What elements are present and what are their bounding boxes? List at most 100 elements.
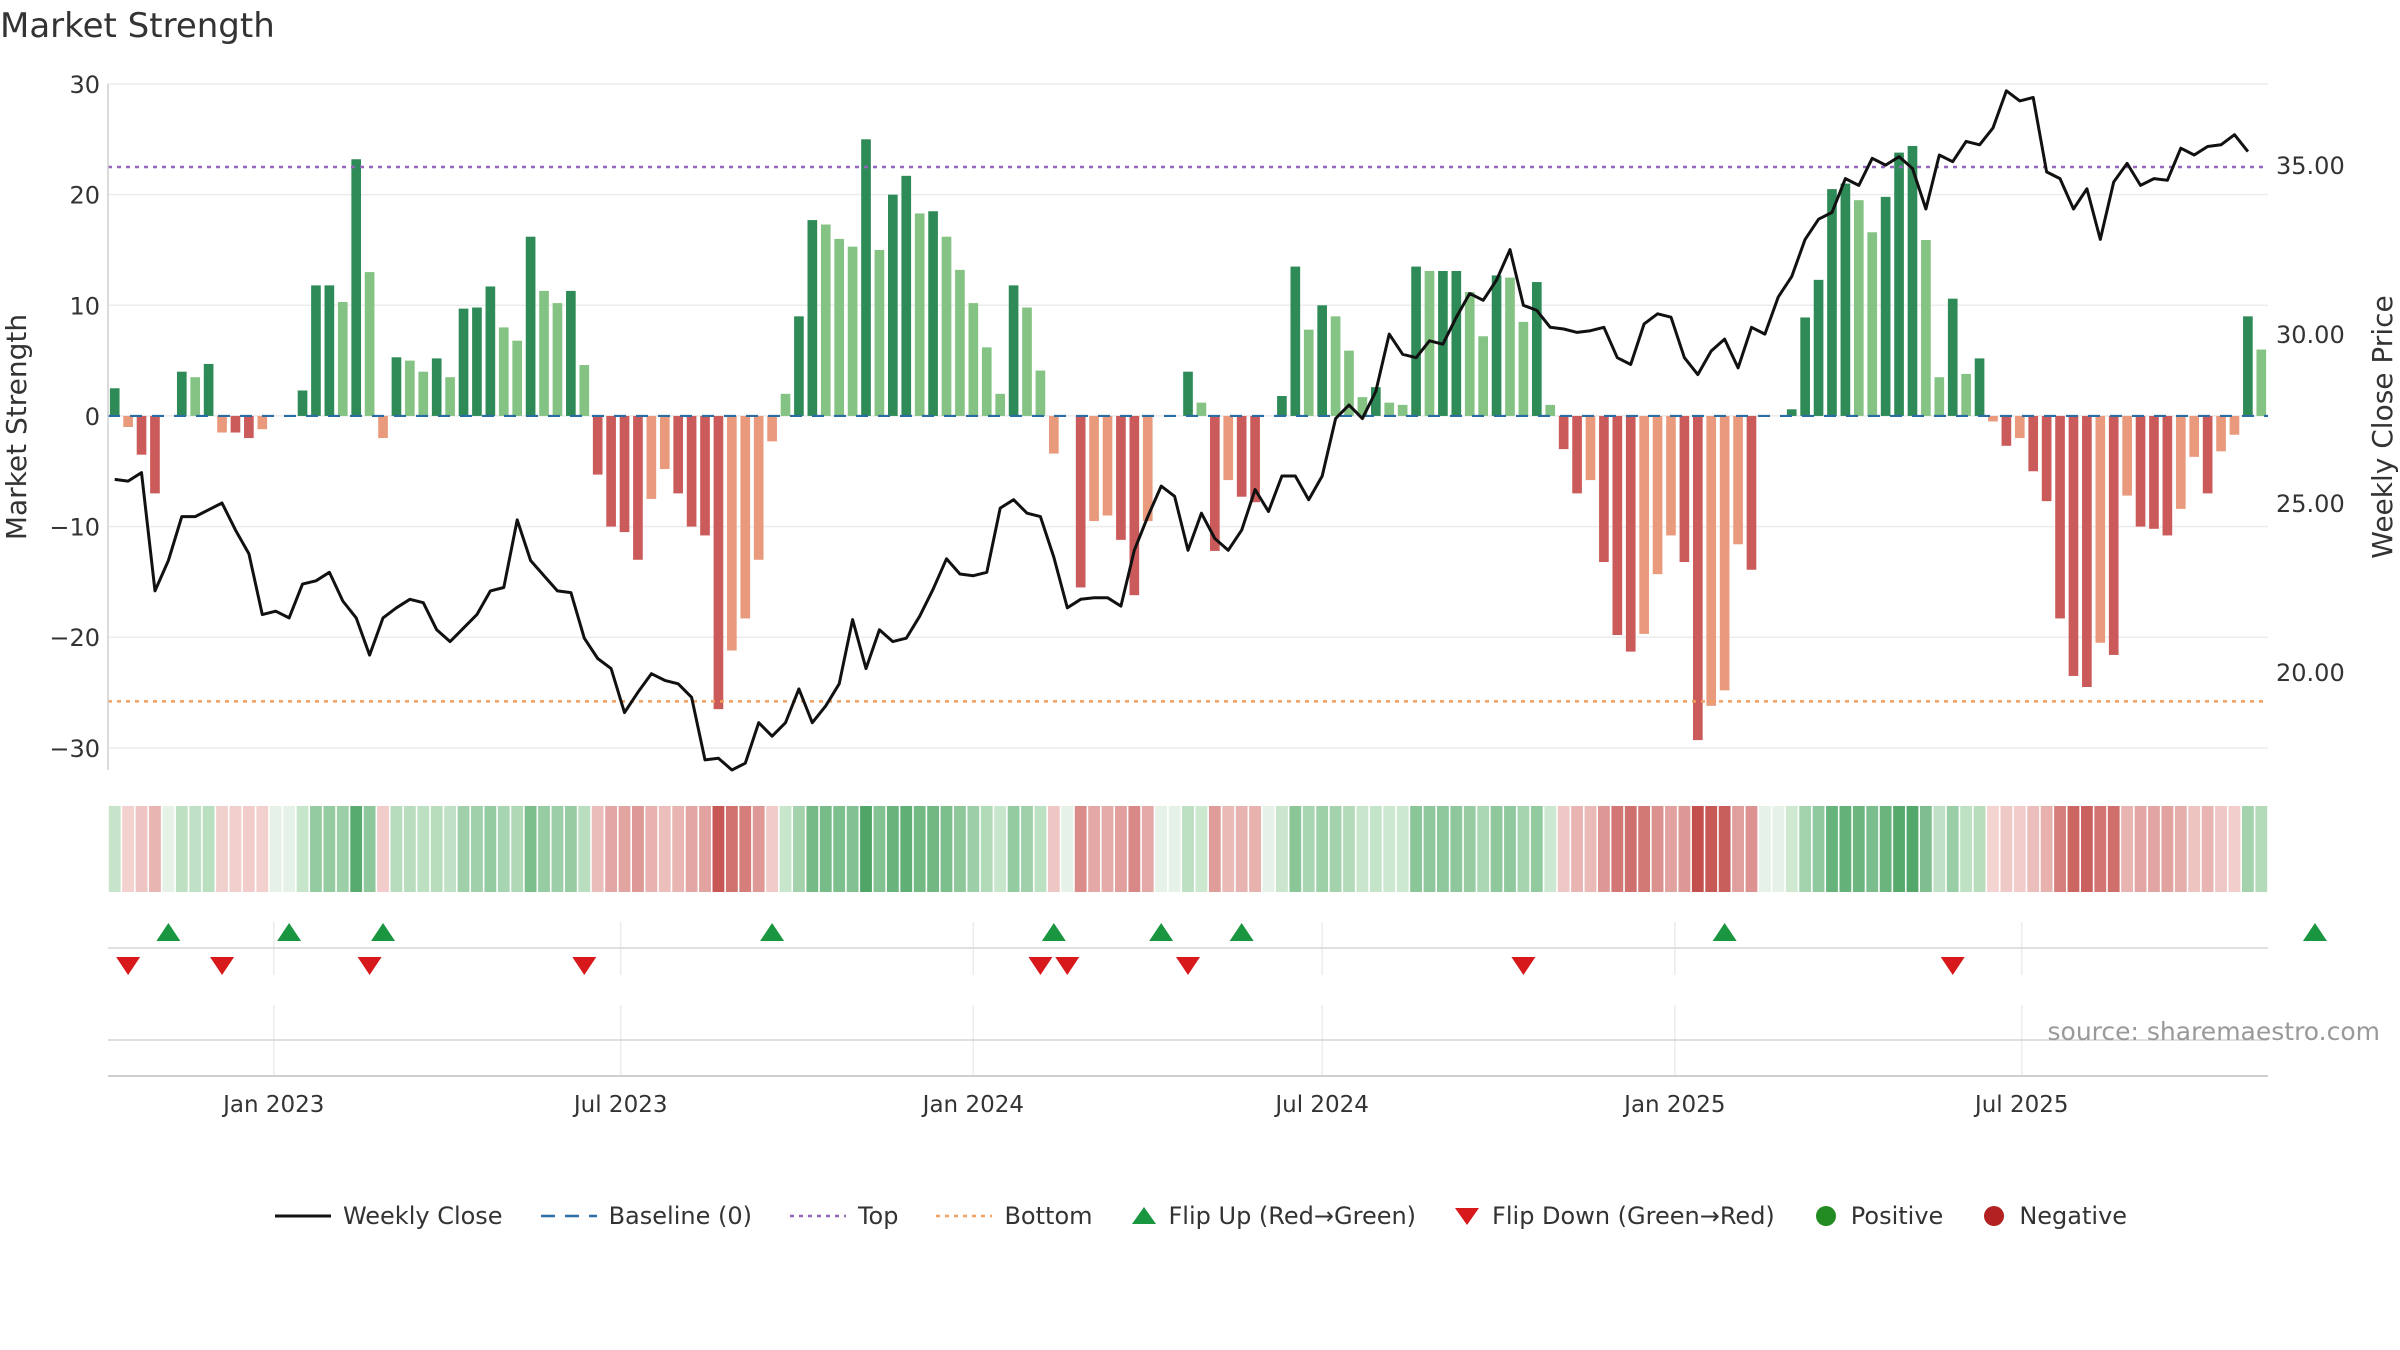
positive-strength-bar xyxy=(981,347,992,416)
negative-strength-bar xyxy=(1572,415,1582,494)
positive-strength-bar xyxy=(847,246,858,416)
strength-heat-cell xyxy=(1302,806,1315,892)
strength-heat-cell xyxy=(1718,806,1731,892)
strength-heat-cell xyxy=(269,806,282,892)
strength-heat-cell xyxy=(2094,806,2107,892)
positive-strength-bar xyxy=(1531,282,1542,416)
positive-strength-bar xyxy=(914,213,925,416)
flip-up-marker xyxy=(2302,923,2327,941)
y-tick-label: −20 xyxy=(49,624,100,652)
strength-heat-cell xyxy=(1155,806,1168,892)
negative-strength-bar xyxy=(1236,415,1247,497)
y-tick-label: −30 xyxy=(49,735,100,763)
strength-heat-cell xyxy=(940,806,953,892)
positive-strength-bar xyxy=(418,371,429,416)
strength-heat-cell xyxy=(1946,806,1959,892)
negative-strength-bar xyxy=(1075,415,1086,588)
negative-strength-bar xyxy=(2162,415,2173,536)
flip-up-marker xyxy=(760,923,785,941)
positive-strength-bar xyxy=(1800,317,1810,416)
positive-strength-bar xyxy=(1853,200,1864,416)
strength-heat-cell xyxy=(2013,806,2026,892)
legend-item: Baseline (0) xyxy=(539,1202,752,1230)
strength-heat-cell xyxy=(471,806,483,892)
strength-heat-cell xyxy=(1141,806,1154,892)
x-tick-label: Jul 2024 xyxy=(1273,1092,1369,1118)
strength-heat-cell xyxy=(1584,806,1597,892)
strength-heat-cell xyxy=(1088,806,1100,892)
strength-heat-cell xyxy=(2148,806,2160,892)
legend-symbol-dot-purple-icon xyxy=(789,1214,846,1218)
strength-heat-cell xyxy=(1866,806,1879,892)
x-tick-label: Jan 2025 xyxy=(1622,1092,1725,1118)
strength-heat-cell xyxy=(1530,806,1543,892)
strength-heat-cell xyxy=(1490,806,1503,892)
legend-item: Positive xyxy=(1811,1202,1943,1230)
weekly-close-line xyxy=(114,89,2250,772)
strength-heat-cell xyxy=(1638,806,1651,892)
positive-strength-bar xyxy=(888,194,898,416)
positive-strength-bar xyxy=(941,236,952,416)
strength-heat-cell xyxy=(444,806,457,892)
positive-strength-bar xyxy=(472,307,482,416)
positive-strength-bar xyxy=(1008,285,1019,416)
negative-strength-bar xyxy=(150,415,160,494)
strength-heat-cell xyxy=(1812,806,1825,892)
negative-strength-bar xyxy=(2028,415,2039,472)
negative-strength-bar xyxy=(2175,415,2186,509)
strength-heat-cell xyxy=(1839,806,1852,892)
negative-strength-bar xyxy=(1679,415,1690,562)
positive-strength-bar xyxy=(190,377,201,416)
legend-label: Negative xyxy=(2019,1202,2128,1230)
strength-heat-cell xyxy=(1034,806,1047,892)
positive-strength-bar xyxy=(861,139,871,416)
strength-heat-cell xyxy=(954,806,966,892)
negative-strength-bar xyxy=(1612,415,1623,636)
strength-heat-cell xyxy=(1047,806,1060,892)
positive-strength-bar xyxy=(1357,397,1368,416)
strength-heat-cell xyxy=(967,806,980,892)
positive-strength-bar xyxy=(1961,373,1971,416)
negative-strength-bar xyxy=(686,415,697,527)
positive-strength-bar xyxy=(928,211,938,416)
strength-heat-cell xyxy=(283,806,296,892)
negative-strength-bar xyxy=(659,415,670,470)
strength-heat-cell xyxy=(1624,806,1637,892)
strength-heat-cell xyxy=(1933,806,1946,892)
positive-strength-bar xyxy=(525,236,536,416)
strength-heat-cell xyxy=(833,806,846,892)
strength-heat-cell xyxy=(819,806,832,892)
negative-strength-bar xyxy=(753,415,764,560)
strength-heat-cell xyxy=(2215,806,2227,892)
negative-strength-bar xyxy=(2229,415,2240,435)
negative-strength-bar xyxy=(2216,415,2226,452)
positive-strength-bar xyxy=(1813,279,1824,416)
strength-heat-cell xyxy=(564,806,577,892)
strength-heat-cell xyxy=(2121,806,2134,892)
positive-strength-bar xyxy=(109,388,120,416)
negative-strength-bar xyxy=(633,415,643,560)
flip-down-marker xyxy=(1055,957,1080,975)
negative-strength-bar xyxy=(2189,415,2200,457)
strength-heat-cell xyxy=(149,806,161,892)
flip-up-marker xyxy=(1149,923,1174,941)
strength-heat-cell xyxy=(886,806,899,892)
negative-strength-bar xyxy=(1142,415,1153,522)
positive-strength-bar xyxy=(1491,275,1502,416)
negative-strength-bar xyxy=(2055,415,2065,619)
strength-heat-cell xyxy=(685,806,698,892)
negative-strength-bar xyxy=(1733,415,1743,545)
legend-item: Top xyxy=(788,1202,898,1230)
strength-heat-cell xyxy=(1879,806,1892,892)
strength-heat-cell xyxy=(363,806,376,892)
positive-strength-bar xyxy=(1478,336,1488,416)
negative-strength-bar xyxy=(1988,415,1998,422)
legend-item: Flip Up (Red→Green) xyxy=(1129,1202,1416,1230)
strength-heat-cell xyxy=(2027,806,2040,892)
positive-strength-bar xyxy=(391,357,402,416)
negative-strength-bar xyxy=(1223,415,1234,481)
flip-down-marker xyxy=(1940,957,1965,975)
strength-heat-cell xyxy=(766,806,779,892)
positive-strength-bar xyxy=(552,303,563,416)
